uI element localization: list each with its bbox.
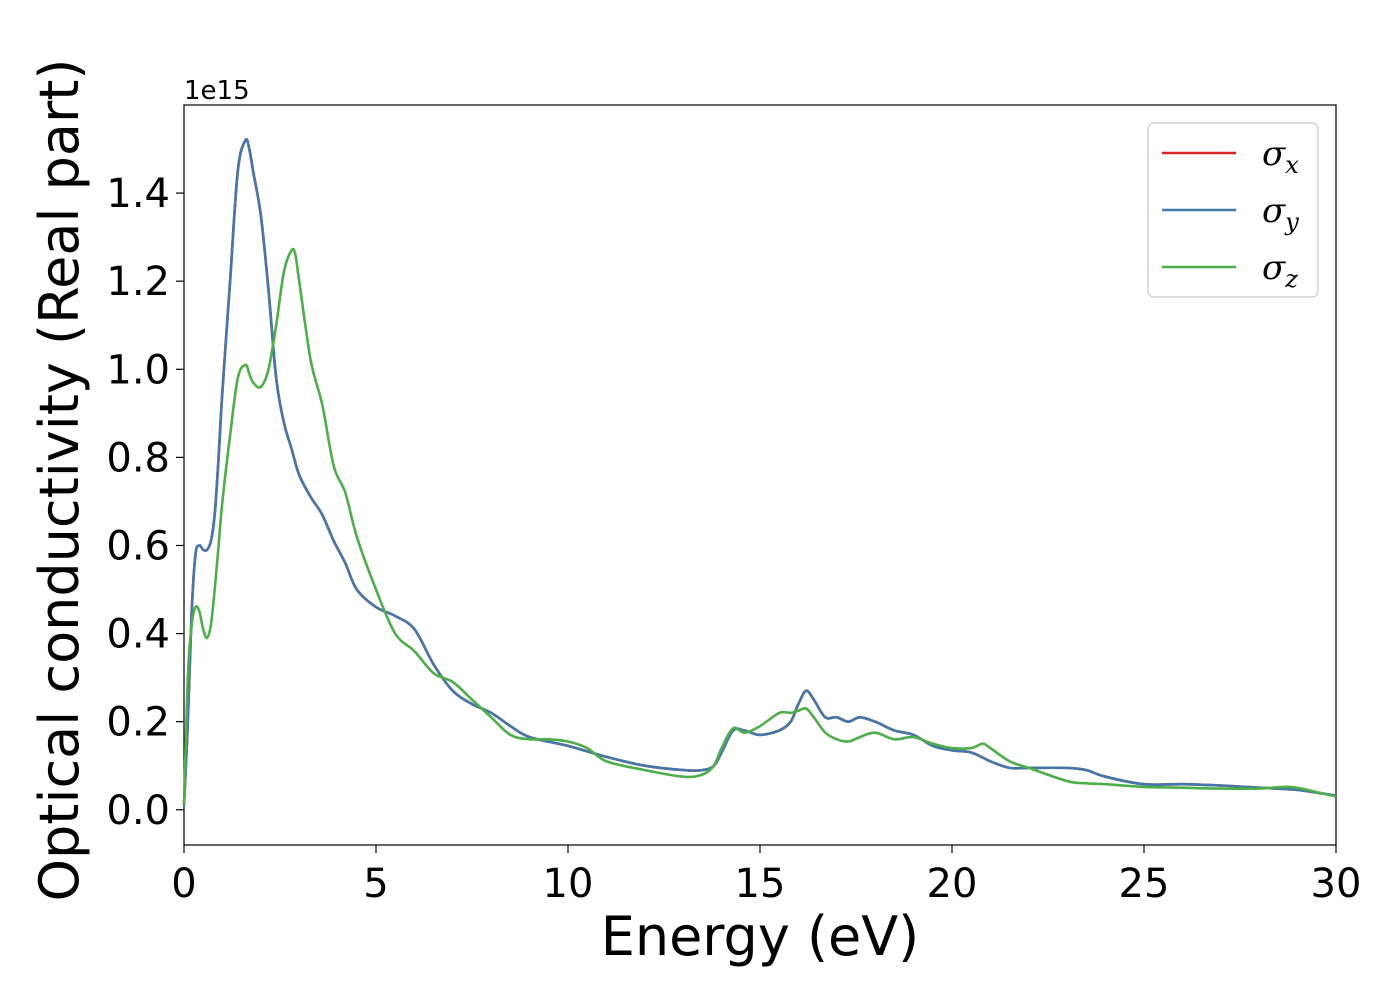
y-tick-label: 0.8 [106, 435, 170, 481]
y-tick-label: 0.2 [106, 700, 170, 746]
x-tick-label: 30 [1311, 861, 1362, 907]
x-tick-label: 20 [927, 861, 978, 907]
series-line-z [182, 247, 1337, 806]
plot-area [182, 104, 1337, 846]
x-tick-label: 10 [543, 861, 594, 907]
y-offset-label: 1e15 [184, 76, 250, 106]
y-tick-label: 1.2 [106, 259, 170, 305]
y-tick-label: 1.0 [106, 347, 170, 393]
x-axis: 0 5 10 15 20 25 30 [171, 845, 1361, 907]
plot-frame [183, 104, 1337, 846]
legend-label-z: σz [1262, 248, 1298, 293]
y-axis: 0.0 0.2 0.4 0.6 0.8 1.0 1.2 1.4 [106, 171, 184, 834]
legend-label-y: σy [1262, 191, 1299, 236]
y-axis-label: Optical conductivity (Real part) [28, 59, 91, 902]
legend: σx σy σz [1147, 122, 1319, 298]
y-tick-label: 0.0 [106, 788, 170, 834]
x-tick-label: 15 [735, 861, 786, 907]
y-tick-label: 1.4 [106, 171, 170, 217]
legend-label-x: σx [1262, 134, 1299, 179]
x-axis-label: Energy (eV) [601, 905, 920, 968]
series-layer [182, 138, 1337, 806]
y-tick-label: 0.4 [106, 612, 170, 658]
y-tick-label: 0.6 [106, 523, 170, 569]
x-tick-label: 5 [363, 861, 388, 907]
x-tick-label: 25 [1119, 861, 1170, 907]
x-tick-label: 0 [171, 861, 196, 907]
